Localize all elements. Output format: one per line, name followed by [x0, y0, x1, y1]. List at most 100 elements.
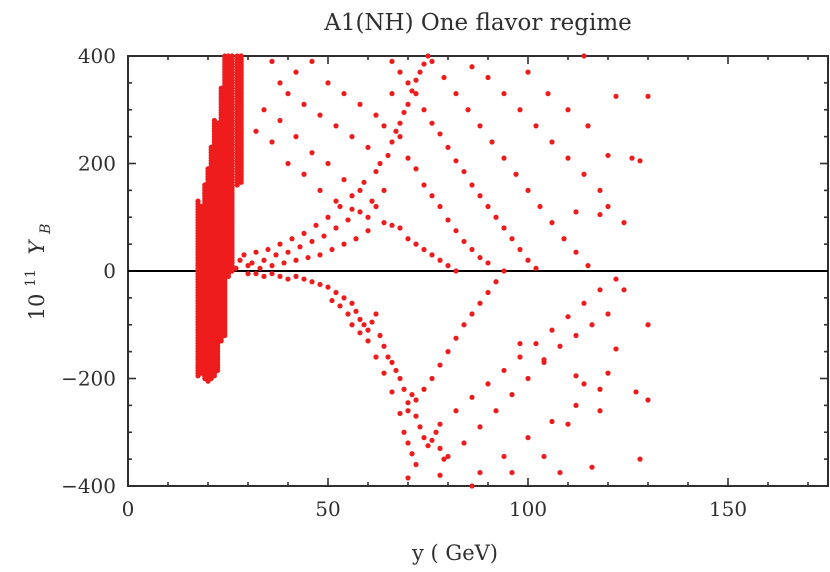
- data-point: [421, 61, 427, 67]
- data-point: [645, 397, 651, 403]
- data-point: [605, 370, 611, 376]
- data-point: [293, 257, 299, 263]
- data-point: [301, 101, 307, 107]
- data-point: [485, 381, 491, 387]
- data-point: [489, 139, 495, 145]
- data-point: [493, 408, 499, 414]
- data-point: [477, 254, 483, 261]
- data-point: [421, 107, 427, 113]
- data-point: [405, 475, 411, 481]
- data-point: [461, 322, 467, 328]
- data-point: [477, 123, 483, 129]
- data-point: [517, 340, 523, 347]
- data-point: [541, 453, 547, 460]
- data-point: [437, 362, 443, 368]
- data-point: [285, 160, 291, 167]
- data-point: [453, 91, 459, 97]
- data-point: [605, 203, 611, 210]
- data-point: [277, 80, 283, 86]
- data-point: [353, 308, 359, 314]
- x-tick-label: 150: [709, 497, 747, 521]
- data-point: [321, 233, 327, 239]
- data-point: [401, 429, 407, 435]
- data-point: [409, 392, 415, 398]
- data-point: [605, 311, 611, 317]
- y-tick-label: 400: [78, 44, 116, 68]
- data-point: [417, 69, 423, 75]
- data-point: [429, 193, 435, 199]
- data-point: [357, 316, 363, 322]
- data-point: [301, 276, 307, 282]
- data-point: [369, 319, 375, 325]
- data-point: [469, 246, 475, 253]
- data-point: [253, 249, 259, 255]
- data-point: [341, 295, 347, 301]
- data-point: [305, 254, 311, 261]
- data-point: [605, 152, 611, 159]
- data-point: [585, 123, 591, 129]
- data-point: [349, 206, 355, 212]
- data-point: [277, 117, 283, 124]
- y-axis-label: 10 11 Y B: [16, 224, 54, 321]
- chart-title: A1(NH) One flavor regime: [323, 10, 632, 36]
- data-point: [397, 410, 403, 417]
- data-point: [245, 271, 251, 277]
- data-point: [637, 158, 643, 164]
- data-point: [409, 88, 415, 94]
- data-point: [597, 408, 603, 414]
- data-point: [533, 340, 539, 347]
- data-point: [469, 64, 475, 70]
- data-point: [501, 453, 507, 460]
- data-point: [341, 241, 347, 247]
- data-point: [445, 349, 451, 355]
- data-point: [373, 168, 379, 175]
- data-point: [269, 58, 275, 64]
- data-point: [493, 214, 499, 220]
- data-point: [225, 53, 231, 59]
- y-tick-label: −200: [61, 367, 116, 391]
- data-point: [377, 332, 383, 339]
- data-point: [289, 236, 295, 242]
- data-point: [361, 179, 367, 185]
- data-point: [437, 203, 443, 210]
- data-point: [613, 276, 619, 282]
- data-point: [429, 58, 435, 64]
- data-point: [222, 53, 228, 59]
- data-point: [238, 53, 244, 59]
- data-point: [353, 236, 359, 242]
- data-point: [537, 203, 543, 210]
- data-point: [453, 268, 459, 274]
- data-point: [269, 263, 275, 269]
- data-point: [437, 257, 443, 263]
- data-point: [517, 354, 523, 360]
- data-point: [501, 367, 507, 374]
- data-point: [433, 429, 439, 435]
- data-point: [565, 155, 571, 161]
- x-tick-label: 0: [122, 497, 135, 521]
- data-point: [309, 279, 315, 285]
- data-point: [525, 187, 531, 193]
- data-point: [405, 400, 411, 406]
- svg-text:10 11 Y B: 10 11 Y B: [16, 224, 54, 321]
- data-point: [465, 107, 471, 113]
- data-point: [389, 139, 395, 145]
- data-point: [429, 120, 435, 126]
- data-point: [257, 265, 263, 271]
- data-point: [285, 249, 291, 255]
- y-axis-label-exponent: 11: [23, 269, 39, 287]
- data-point: [445, 144, 451, 150]
- data-point: [461, 238, 467, 245]
- x-axis-ticks: 0 50 100 150: [122, 56, 809, 521]
- data-point: [485, 74, 491, 81]
- data-point: [621, 220, 627, 226]
- data-point: [581, 300, 587, 306]
- data-point: [597, 287, 603, 293]
- data-point: [397, 120, 403, 126]
- data-point: [573, 249, 579, 255]
- data-point: [293, 69, 299, 75]
- data-point: [613, 93, 619, 99]
- data-point: [293, 273, 299, 279]
- data-point: [513, 171, 519, 177]
- data-point: [218, 85, 224, 91]
- data-point: [373, 354, 379, 360]
